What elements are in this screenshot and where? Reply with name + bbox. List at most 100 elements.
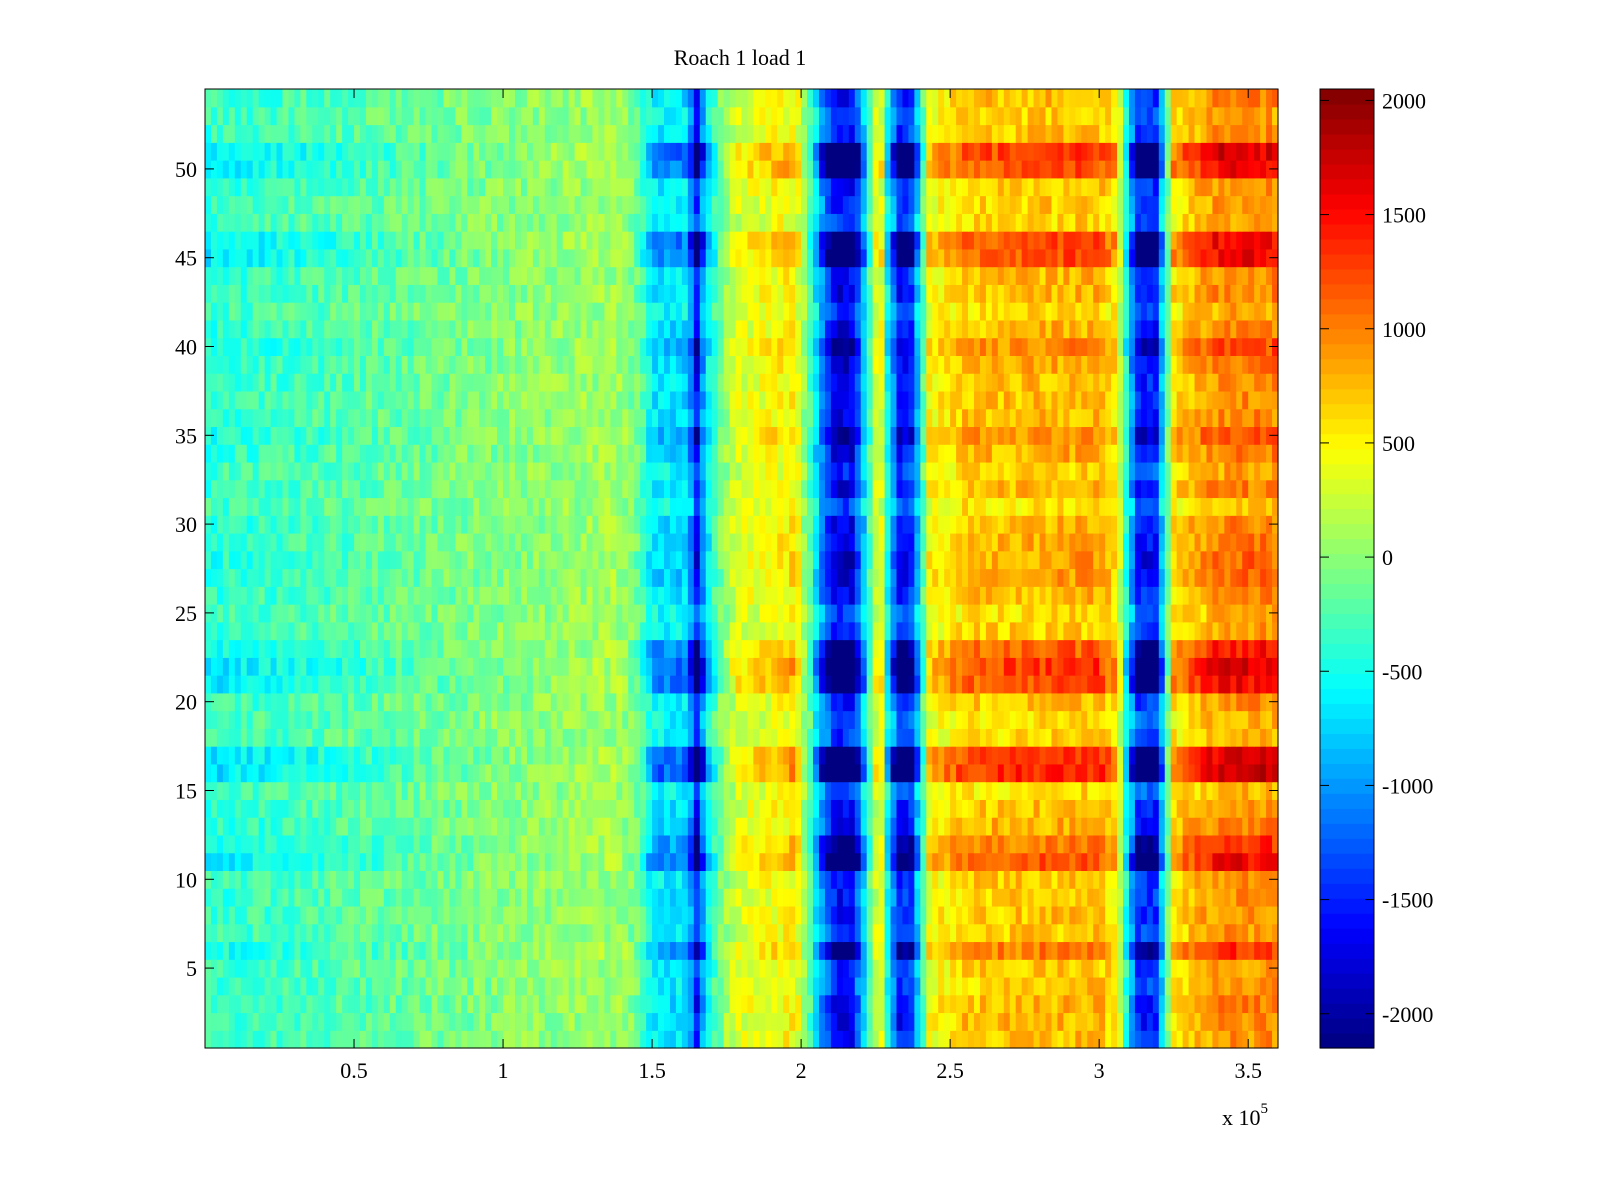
heatmap-cell bbox=[932, 799, 939, 818]
heatmap-cell bbox=[1194, 923, 1202, 943]
heatmap-cell bbox=[282, 1030, 290, 1049]
heatmap-cell bbox=[705, 852, 713, 872]
heatmap-cell bbox=[896, 604, 904, 623]
heatmap-cell bbox=[1224, 834, 1231, 854]
heatmap-cell bbox=[443, 746, 450, 765]
heatmap-cell bbox=[813, 621, 820, 641]
heatmap-cell bbox=[1075, 994, 1082, 1014]
heatmap-cell bbox=[1051, 888, 1059, 907]
heatmap-cell bbox=[938, 692, 945, 712]
heatmap-cell bbox=[652, 657, 659, 676]
heatmap-cell bbox=[968, 817, 975, 836]
heatmap-cell bbox=[1194, 994, 1202, 1014]
heatmap-cell bbox=[848, 710, 856, 729]
heatmap-cell bbox=[866, 888, 874, 907]
heatmap-cell bbox=[1170, 1012, 1178, 1031]
heatmap-cell bbox=[872, 976, 880, 996]
heatmap-cell bbox=[604, 621, 611, 641]
heatmap-cell bbox=[687, 959, 695, 978]
heatmap-cell bbox=[699, 959, 707, 978]
heatmap-cell bbox=[735, 905, 743, 925]
heatmap-cell bbox=[1063, 604, 1070, 623]
heatmap-cell bbox=[950, 781, 957, 800]
heatmap-cell bbox=[1033, 621, 1041, 641]
heatmap-cell bbox=[1254, 621, 1261, 641]
heatmap-cell bbox=[1254, 763, 1261, 783]
heatmap-cell bbox=[693, 763, 701, 783]
heatmap-cell bbox=[473, 799, 480, 818]
heatmap-cell bbox=[664, 710, 671, 729]
heatmap-cell bbox=[741, 976, 749, 996]
heatmap-cell bbox=[979, 905, 987, 925]
heatmap-cell bbox=[997, 586, 1005, 605]
heatmap-cell bbox=[1015, 959, 1023, 978]
heatmap-cell bbox=[359, 639, 367, 658]
heatmap-cell bbox=[556, 746, 564, 765]
heatmap-cell bbox=[598, 959, 605, 978]
heatmap-cell bbox=[1099, 923, 1106, 943]
heatmap-cell bbox=[1248, 923, 1255, 943]
heatmap-cell bbox=[1218, 976, 1225, 996]
heatmap-cell bbox=[1230, 763, 1237, 783]
heatmap-cell bbox=[854, 1012, 862, 1031]
heatmap-cell bbox=[765, 1012, 772, 1031]
heatmap-cell bbox=[1117, 799, 1124, 818]
heatmap-cell bbox=[1254, 692, 1261, 712]
heatmap-cell bbox=[1081, 1030, 1088, 1049]
heatmap-cell bbox=[413, 639, 421, 658]
heatmap-cell bbox=[401, 923, 409, 943]
heatmap-cell bbox=[509, 710, 516, 729]
heatmap-cell bbox=[509, 550, 516, 570]
heatmap-cell bbox=[431, 763, 439, 783]
heatmap-cell bbox=[276, 1030, 284, 1049]
heatmap-cell bbox=[538, 692, 546, 712]
heatmap-cell bbox=[1260, 1012, 1267, 1031]
heatmap-cell bbox=[1254, 994, 1261, 1014]
heatmap-cell bbox=[777, 905, 784, 925]
heatmap-cell bbox=[1069, 976, 1076, 996]
heatmap-cell bbox=[622, 639, 629, 658]
heatmap-cell bbox=[246, 799, 254, 818]
heatmap-cell bbox=[532, 621, 540, 641]
heatmap-cell bbox=[377, 639, 385, 658]
heatmap-cell bbox=[950, 763, 957, 783]
heatmap-cell bbox=[395, 550, 403, 570]
heatmap-cell bbox=[1140, 692, 1148, 712]
heatmap-cell bbox=[491, 817, 498, 836]
heatmap-cell bbox=[419, 728, 427, 747]
heatmap-cell bbox=[365, 870, 373, 889]
heatmap-cell bbox=[729, 834, 737, 854]
heatmap-cell bbox=[1051, 976, 1059, 996]
heatmap-cell bbox=[926, 888, 933, 907]
heatmap-cell bbox=[252, 586, 260, 605]
heatmap-cell bbox=[532, 604, 540, 623]
heatmap-cell bbox=[801, 870, 808, 889]
heatmap-cell bbox=[1117, 888, 1124, 907]
heatmap-cell bbox=[407, 550, 415, 570]
heatmap-cell bbox=[640, 1012, 647, 1031]
heatmap-cell bbox=[705, 710, 713, 729]
heatmap-cell bbox=[1063, 941, 1070, 960]
heatmap-cell bbox=[258, 550, 266, 570]
heatmap-cell bbox=[1057, 710, 1064, 729]
heatmap-cell bbox=[586, 976, 594, 996]
heatmap-cell bbox=[956, 994, 963, 1014]
heatmap-cell bbox=[586, 817, 594, 836]
heatmap-cell bbox=[908, 923, 915, 943]
heatmap-cell bbox=[509, 834, 516, 854]
heatmap-cell bbox=[753, 639, 760, 658]
heatmap-cell bbox=[354, 959, 361, 978]
heatmap-cell bbox=[824, 763, 832, 783]
heatmap-cell bbox=[264, 675, 272, 694]
heatmap-cell bbox=[1152, 888, 1160, 907]
heatmap-cell bbox=[532, 781, 540, 800]
heatmap-cell bbox=[705, 941, 713, 960]
heatmap-cell bbox=[1230, 621, 1237, 641]
heatmap-cell bbox=[467, 621, 474, 641]
heatmap-cell bbox=[586, 568, 594, 587]
heatmap-cell bbox=[830, 604, 838, 623]
heatmap-cell bbox=[634, 1030, 641, 1049]
heatmap-cell bbox=[401, 905, 409, 925]
heatmap-cell bbox=[354, 675, 361, 694]
heatmap-cell bbox=[1111, 834, 1118, 854]
